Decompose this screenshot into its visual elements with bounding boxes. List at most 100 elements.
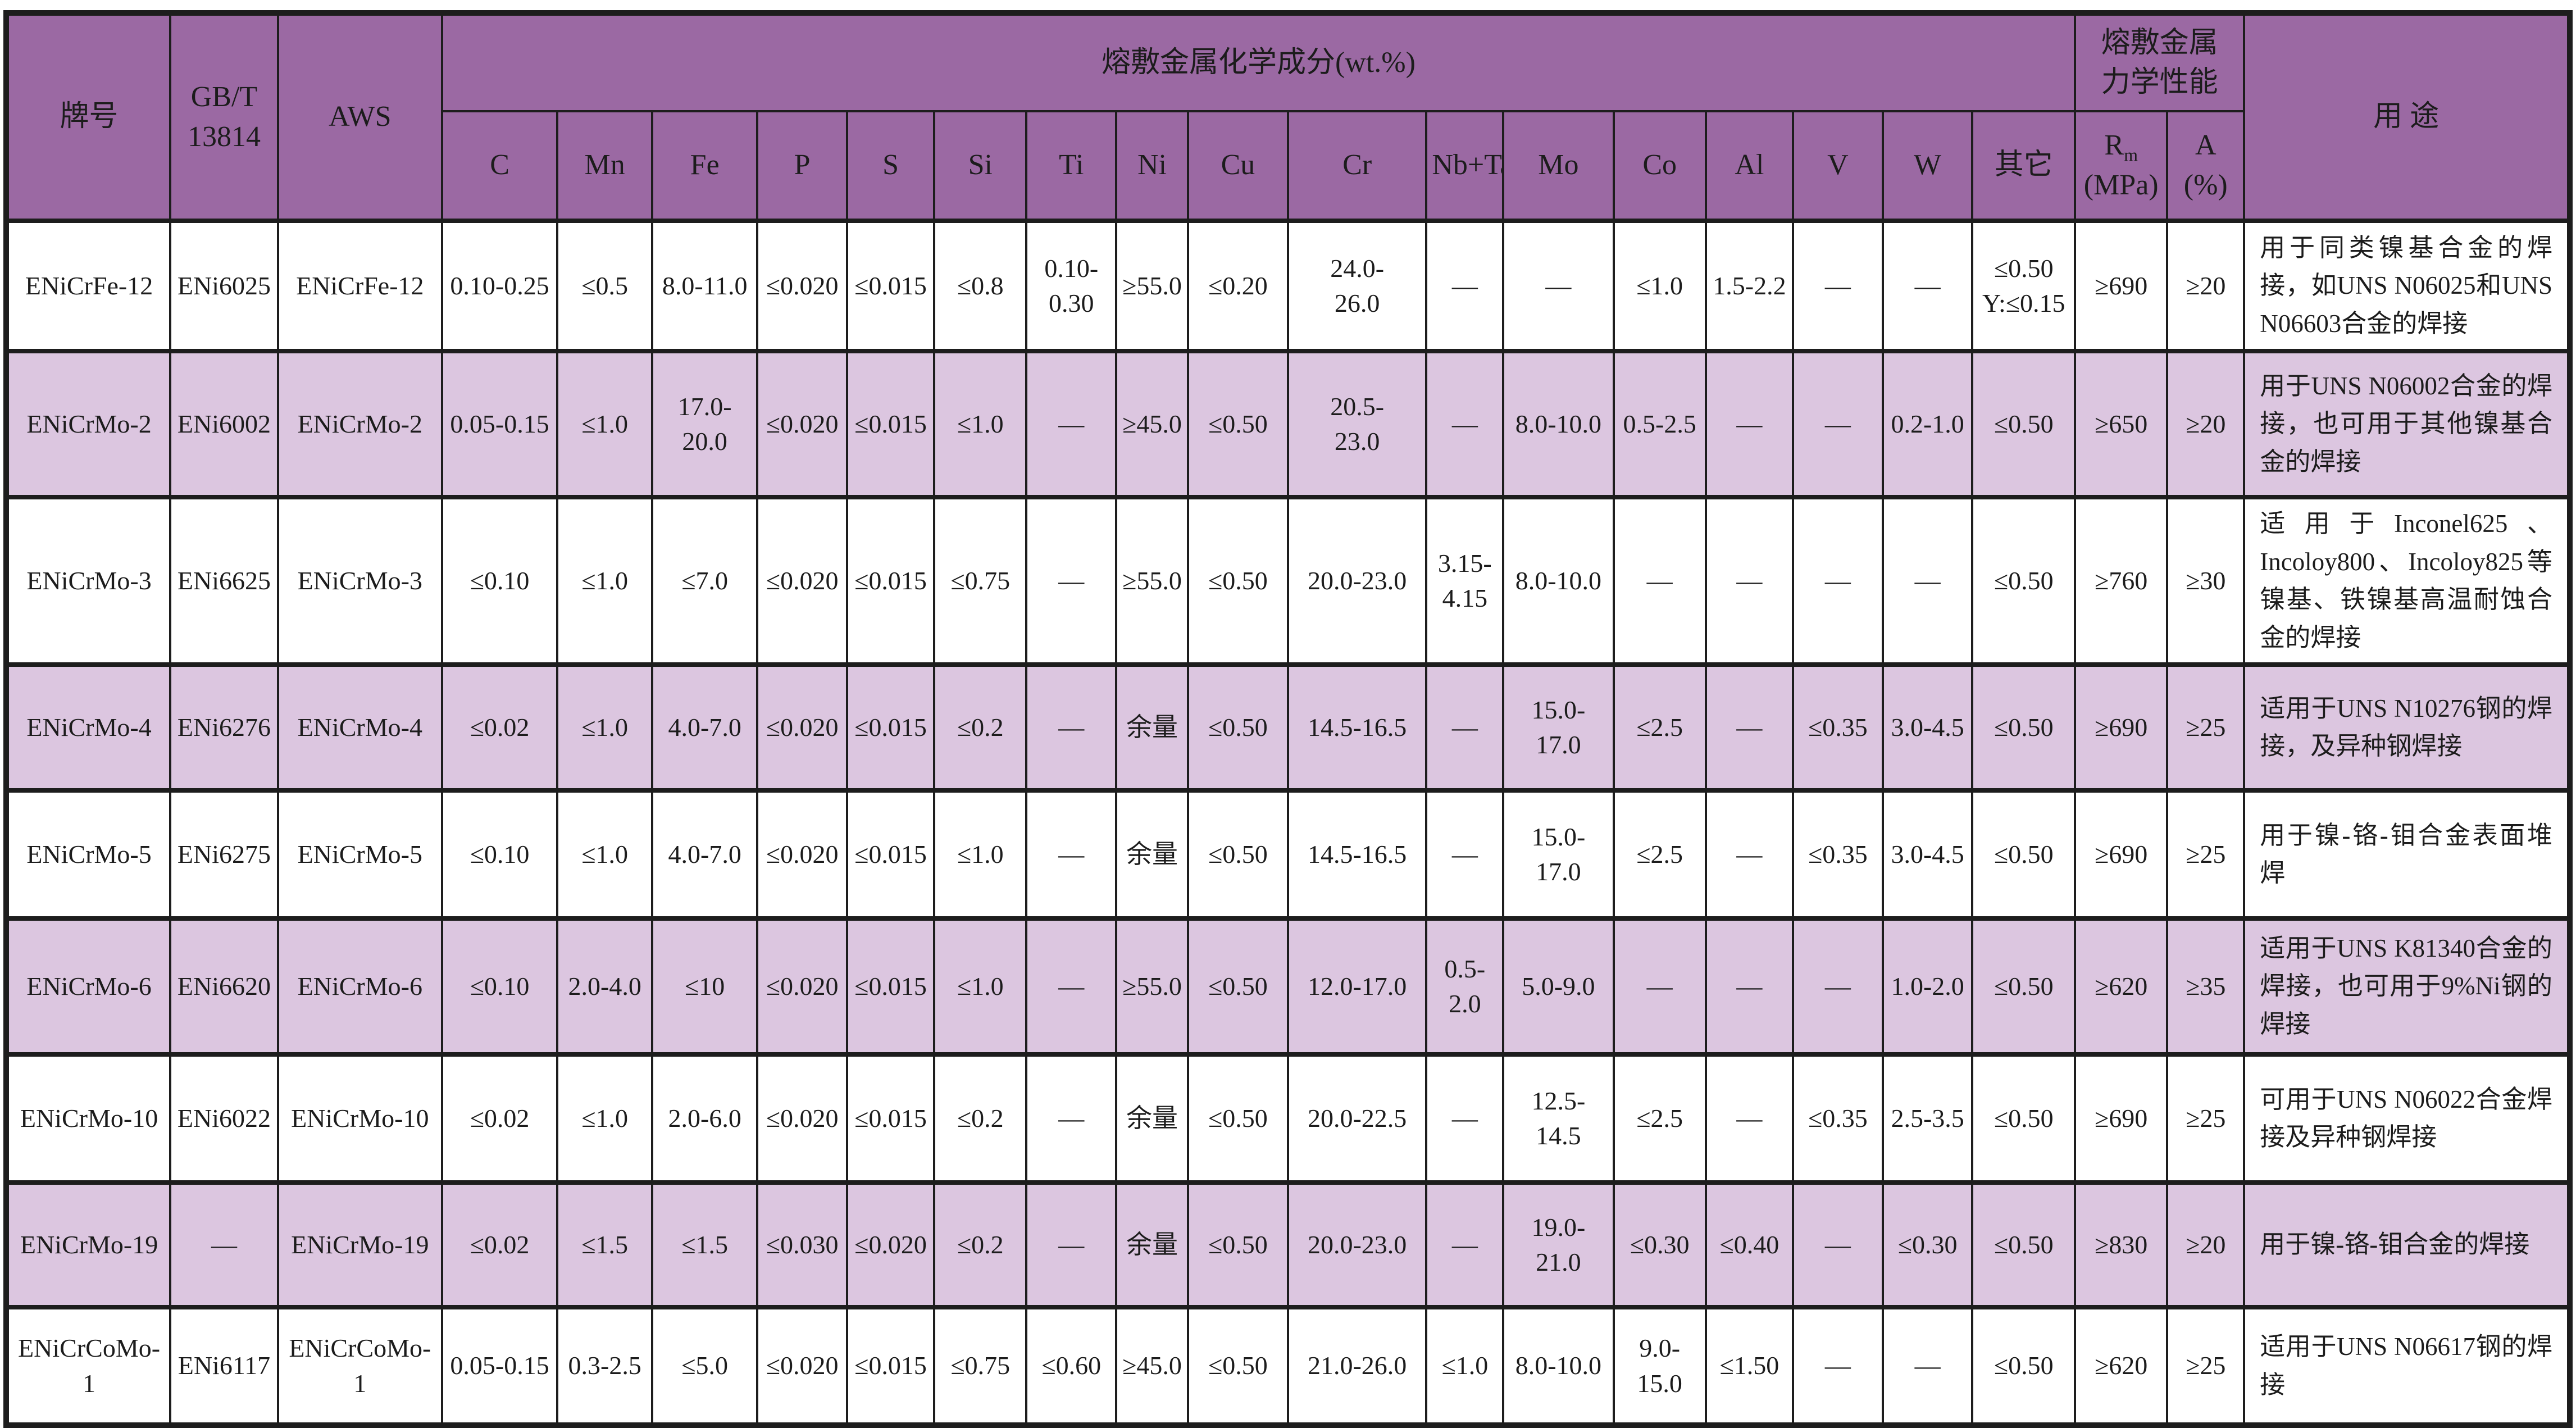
- table-cell: 3.0-4.5: [1881, 662, 1974, 793]
- usage-cell: 用于镍-铬-钼合金的焊接: [2243, 1180, 2571, 1309]
- rm-unit: (MPa): [2083, 169, 2159, 201]
- table-cell: ENiCrCoMo-1: [276, 1305, 443, 1427]
- table-cell: —: [1704, 349, 1795, 499]
- table-cell: ≤0.030: [756, 1180, 848, 1309]
- table-cell: 0.2-1.0: [1881, 349, 1974, 499]
- table-cell: ≥55.0: [1115, 495, 1189, 667]
- table-cell: ≤0.10: [440, 495, 559, 667]
- table-cell: —: [1792, 349, 1884, 499]
- col-header-rm: Rm (MPa): [2074, 110, 2169, 223]
- table-cell: ≤0.020: [756, 349, 848, 499]
- table-cell: —: [1612, 495, 1707, 667]
- table-cell: ≤0.02: [440, 1180, 559, 1309]
- table-cell: ≤2.5: [1612, 1052, 1707, 1185]
- table-cell: ≤0.50: [1186, 916, 1289, 1057]
- table-cell: 2.5-3.5: [1881, 1052, 1974, 1185]
- table-cell: 0.5-2.5: [1612, 349, 1707, 499]
- col-header-brand: 牌号: [4, 11, 172, 222]
- table-cell: ≤0.50: [1186, 495, 1289, 667]
- table-cell: —: [1704, 662, 1795, 793]
- a-unit: (%): [2183, 169, 2228, 201]
- table-cell: ENi6620: [169, 916, 279, 1057]
- table-cell: ENiCrFe-12: [276, 219, 443, 353]
- table-cell: ≤0.35: [1792, 1052, 1884, 1185]
- table-cell: —: [169, 1180, 279, 1309]
- table-cell: ENiCrMo-4: [276, 662, 443, 793]
- table-cell: ≤1.5: [651, 1180, 759, 1309]
- table-cell: ≤0.015: [845, 788, 936, 921]
- table-cell: ≤0.020: [756, 788, 848, 921]
- table-cell: 20.0-22.5: [1286, 1052, 1428, 1185]
- col-header-fe: Fe: [651, 110, 759, 223]
- table-cell: ≤0.50: [1971, 495, 2077, 667]
- table-cell: ≥25: [2166, 1305, 2246, 1427]
- table-cell: —: [1792, 1305, 1884, 1427]
- table-cell: ENiCrCoMo-1: [4, 1305, 172, 1427]
- col-header-ni: Ni: [1115, 110, 1189, 223]
- table-cell: ENi6275: [169, 788, 279, 921]
- table-cell: 20.5- 23.0: [1286, 349, 1428, 499]
- table-cell: ≤0.020: [756, 916, 848, 1057]
- table-cell: 4.0-7.0: [651, 788, 759, 921]
- table-row: ENiCrMo-6 ENi6620 ENiCrMo-6 ≤0.10 2.0-4.…: [4, 916, 2571, 1057]
- col-header-usage: 用 途: [2243, 11, 2571, 222]
- table-row: ENiCrCoMo-1 ENi6117 ENiCrCoMo-1 0.05-0.1…: [4, 1305, 2571, 1427]
- col-header-mo: Mo: [1502, 110, 1615, 223]
- table-cell: ENiCrMo-19: [276, 1180, 443, 1309]
- usage-cell: 适用于Inconel625、Incoloy800、Incoloy825等镍基、铁…: [2243, 495, 2571, 667]
- table-cell: ENiCrFe-12: [4, 219, 172, 353]
- table-cell: ≥620: [2074, 916, 2169, 1057]
- table-cell: ≥25: [2166, 662, 2246, 793]
- col-header-s: S: [845, 110, 936, 223]
- table-cell: 24.0- 26.0: [1286, 219, 1428, 353]
- table-cell: —: [1025, 349, 1118, 499]
- table-cell: ≤0.015: [845, 495, 936, 667]
- table-cell: ≥690: [2074, 219, 2169, 353]
- usage-cell: 适用于UNS N10276钢的焊接，及异种钢焊接: [2243, 662, 2571, 793]
- usage-cell: 用于UNS N06002合金的焊接，也可用于其他镍基合金的焊接: [2243, 349, 2571, 499]
- table-cell: ≤0.75: [933, 1305, 1028, 1427]
- table-cell: ≥690: [2074, 662, 2169, 793]
- table-cell: ≤2.5: [1612, 788, 1707, 921]
- table-cell: —: [1025, 1180, 1118, 1309]
- col-header-al: Al: [1704, 110, 1795, 223]
- table-cell: 0.05-0.15: [440, 349, 559, 499]
- table-cell: ≤0.50: [1186, 1180, 1289, 1309]
- table-cell: —: [1502, 219, 1615, 353]
- table-cell: 20.0-23.0: [1286, 1180, 1428, 1309]
- table-cell: ENi6025: [169, 219, 279, 353]
- table-cell: 8.0-11.0: [651, 219, 759, 353]
- table-row: ENiCrFe-12 ENi6025 ENiCrFe-12 0.10-0.25 …: [4, 219, 2571, 353]
- table-cell: —: [1025, 662, 1118, 793]
- col-header-p: P: [756, 110, 848, 223]
- table-cell: ≤0.020: [756, 495, 848, 667]
- col-header-a: A (%): [2166, 110, 2246, 223]
- table-cell: 3.0-4.5: [1881, 788, 1974, 921]
- table-cell: ≤0.10: [440, 788, 559, 921]
- table-cell: ≤0.50: [1971, 662, 2077, 793]
- table-cell: ≤0.015: [845, 219, 936, 353]
- table-cell: ≤1.0: [556, 788, 654, 921]
- table-cell: ≥20: [2166, 349, 2246, 499]
- table-cell: ≥690: [2074, 788, 2169, 921]
- table-cell: —: [1425, 662, 1505, 793]
- table-cell: —: [1425, 349, 1505, 499]
- table-cell: ≤0.20: [1186, 219, 1289, 353]
- table-cell: —: [1704, 495, 1795, 667]
- table-cell: ≤0.015: [845, 662, 936, 793]
- table-cell: —: [1425, 788, 1505, 921]
- table-cell: ≥620: [2074, 1305, 2169, 1427]
- col-header-ti: Ti: [1025, 110, 1118, 223]
- col-group-chemistry: 熔敷金属化学成分(wt.%): [440, 11, 2077, 112]
- table-cell: ≤0.30: [1612, 1180, 1707, 1309]
- table-cell: ≥25: [2166, 788, 2246, 921]
- table-cell: —: [1881, 495, 1974, 667]
- table-cell: ≥690: [2074, 1052, 2169, 1185]
- table-cell: ≤0.50: [1186, 1052, 1289, 1185]
- table-cell: ≥650: [2074, 349, 2169, 499]
- table-cell: 0.05-0.15: [440, 1305, 559, 1427]
- table-cell: —: [1704, 1052, 1795, 1185]
- table-row: ENiCrMo-19 — ENiCrMo-19 ≤0.02 ≤1.5 ≤1.5 …: [4, 1180, 2571, 1309]
- table-cell: ≤0.020: [756, 662, 848, 793]
- table-cell: ≤0.40: [1704, 1180, 1795, 1309]
